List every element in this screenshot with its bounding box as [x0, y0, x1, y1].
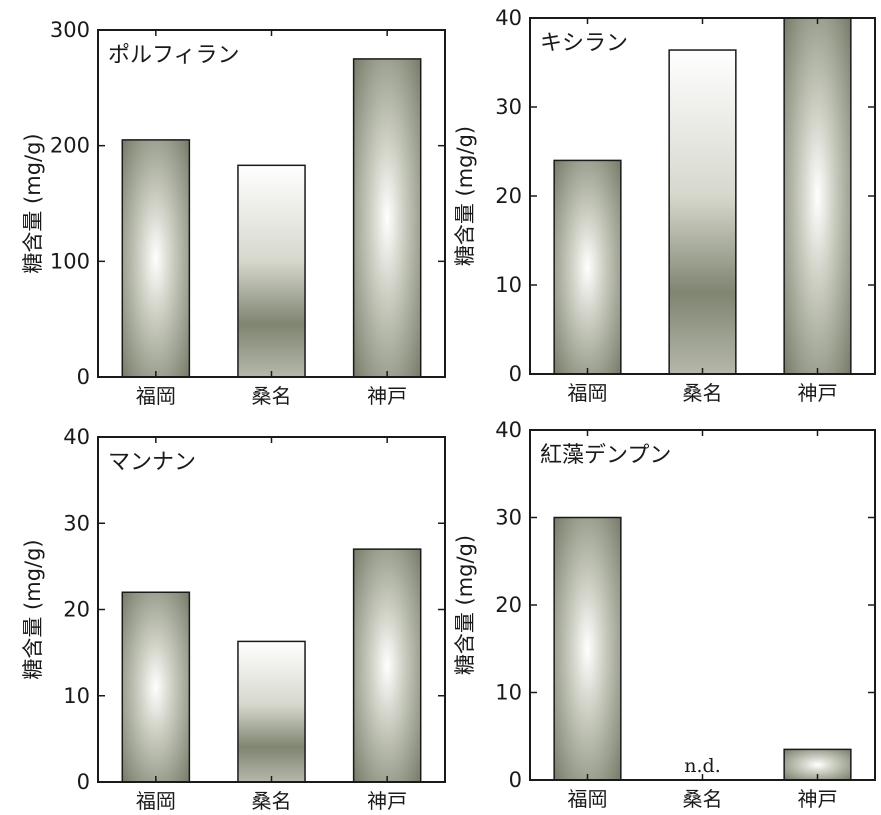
- y-tick-label: 0: [509, 362, 522, 386]
- y-tick-label: 300: [50, 18, 90, 42]
- x-tick-label: 桑名: [683, 787, 723, 811]
- x-tick-label: 福岡: [568, 787, 608, 811]
- y-tick-label: 10: [63, 684, 90, 708]
- y-tick-label: 40: [495, 418, 522, 442]
- chart-title: ポルフィラン: [108, 43, 240, 68]
- bar: [668, 49, 737, 375]
- bar: [237, 164, 306, 378]
- y-tick-label: 100: [50, 249, 90, 273]
- y-axis-label: 糖含量 (mg/g): [21, 133, 45, 273]
- x-tick-label: 神戸: [798, 787, 838, 811]
- y-tick-label: 0: [509, 768, 522, 792]
- x-tick-label: 神戸: [798, 381, 838, 405]
- bar: [237, 640, 306, 783]
- y-tick-label: 200: [50, 134, 90, 158]
- x-tick-label: 神戸: [367, 384, 407, 408]
- bar: [783, 17, 852, 375]
- y-tick-label: 0: [77, 770, 90, 794]
- x-tick-label: 桑名: [252, 384, 292, 408]
- y-tick-label: 10: [495, 681, 522, 705]
- chart-title: キシラン: [540, 31, 628, 56]
- x-tick-label: 桑名: [683, 381, 723, 405]
- y-tick-label: 40: [495, 6, 522, 30]
- y-tick-label: 30: [63, 511, 90, 535]
- x-tick-label: 福岡: [136, 789, 176, 813]
- bar: [553, 159, 622, 375]
- bar: [352, 58, 422, 378]
- y-axis-label: 糖含量 (mg/g): [453, 126, 477, 266]
- annotation-label: n.d.: [684, 755, 720, 777]
- y-tick-label: 20: [63, 598, 90, 622]
- bar: [352, 548, 422, 783]
- y-tick-label: 10: [495, 273, 522, 297]
- x-tick-label: 福岡: [568, 381, 608, 405]
- y-tick-label: 20: [495, 184, 522, 208]
- y-axis-label: 糖含量 (mg/g): [21, 539, 45, 679]
- x-tick-label: 福岡: [136, 384, 176, 408]
- y-tick-label: 30: [495, 95, 522, 119]
- bar: [553, 516, 622, 781]
- y-tick-label: 40: [63, 425, 90, 449]
- y-tick-label: 20: [495, 593, 522, 617]
- y-axis-label: 糖含量 (mg/g): [453, 535, 477, 675]
- y-tick-label: 30: [495, 506, 522, 530]
- bar: [121, 591, 191, 783]
- chart-title: 紅藻デンプン: [540, 443, 671, 468]
- chart-title: マンナン: [108, 450, 196, 475]
- bar: [121, 139, 191, 378]
- x-tick-label: 神戸: [367, 789, 407, 813]
- y-tick-label: 0: [77, 365, 90, 389]
- x-tick-label: 桑名: [252, 789, 292, 813]
